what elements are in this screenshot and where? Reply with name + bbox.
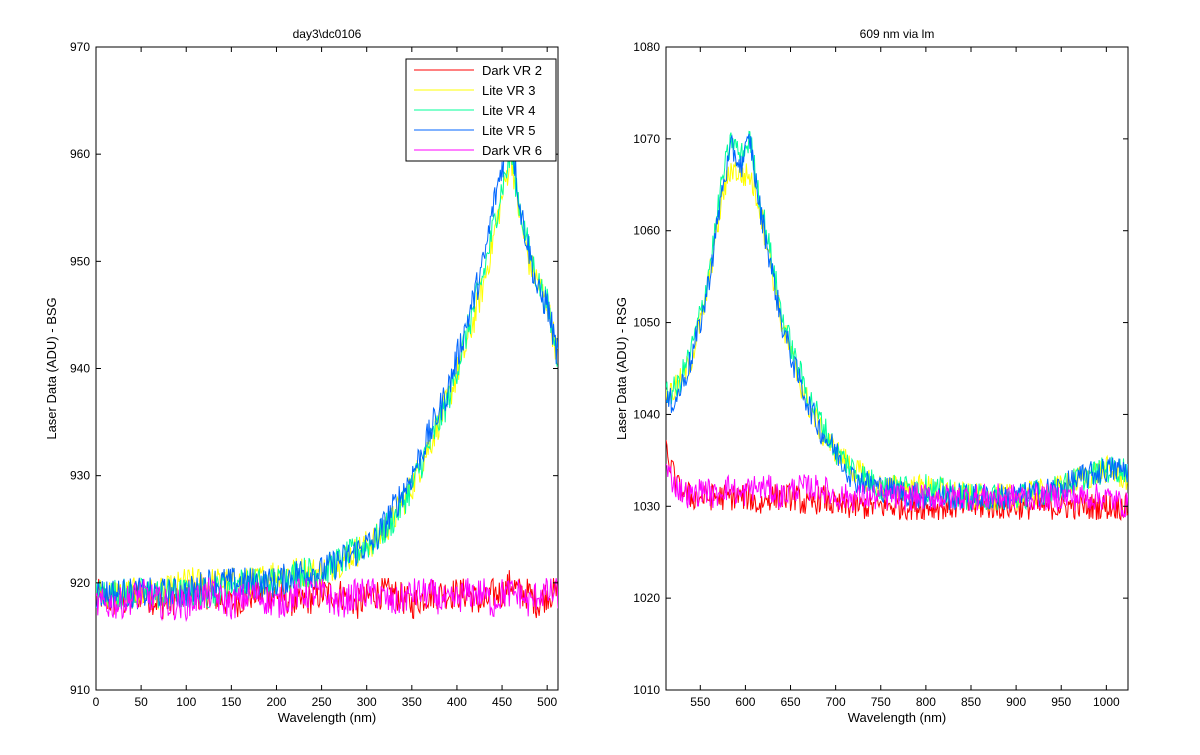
x-tick-label: 950 [1051, 695, 1071, 709]
x-tick-label: 650 [781, 695, 801, 709]
y-tick-label: 950 [70, 254, 90, 268]
legend-label: Lite VR 4 [482, 103, 535, 118]
x-axis-label: Wavelength (nm) [848, 710, 947, 725]
x-tick-label: 800 [916, 695, 936, 709]
x-tick-label: 50 [134, 695, 148, 709]
legend-label: Lite VR 5 [482, 123, 535, 138]
x-tick-label: 1000 [1093, 695, 1120, 709]
x-tick-label: 400 [447, 695, 467, 709]
y-tick-label: 1040 [633, 407, 660, 421]
y-tick-label: 1070 [633, 132, 660, 146]
x-tick-label: 200 [266, 695, 286, 709]
chart-panel-1: 0 50 100 150 200 250 300 350 400 450 500 910 920 930 9… [44, 27, 559, 725]
x-tick-label: 850 [961, 695, 981, 709]
x-tick-label: 700 [826, 695, 846, 709]
y-tick-label: 1050 [633, 316, 660, 330]
y-tick-label: 1080 [633, 40, 660, 54]
y-tick-label: 930 [70, 469, 90, 483]
x-axis-label: Wavelength (nm) [278, 710, 377, 725]
chart-title: 609 nm via lm [860, 27, 935, 41]
x-tick-label: 600 [735, 695, 755, 709]
y-tick-label: 1020 [633, 591, 660, 605]
y-tick-label: 1030 [633, 499, 660, 513]
y-tick-label: 960 [70, 147, 90, 161]
legend-label: Dark VR 6 [482, 143, 542, 158]
plot-area [665, 46, 1129, 691]
y-tick-label: 1060 [633, 224, 660, 238]
y-axis-label: Laser Data (ADU) - BSG [44, 297, 59, 439]
series-group [666, 130, 1128, 522]
x-tick-label: 250 [312, 695, 332, 709]
legend-label: Lite VR 3 [482, 83, 535, 98]
series-group [96, 134, 558, 623]
x-tick-label: 750 [871, 695, 891, 709]
x-tick-label: 550 [690, 695, 710, 709]
chart-title: day3\dc0106 [293, 27, 362, 41]
y-tick-label: 970 [70, 40, 90, 54]
x-tick-label: 900 [1006, 695, 1026, 709]
chart-panel-2: 550 600 650 700 750 800 850 900 950 1000 1010 1020 1… [614, 27, 1129, 725]
x-tick-label: 100 [176, 695, 196, 709]
x-tick-label: 300 [357, 695, 377, 709]
x-tick-label: 150 [221, 695, 241, 709]
series-line-5 [666, 463, 1128, 518]
y-axis-label: Laser Data (ADU) - RSG [614, 297, 629, 440]
y-tick-label: 940 [70, 362, 90, 376]
y-tick-label: 910 [70, 683, 90, 697]
x-tick-label: 450 [492, 695, 512, 709]
series-line-5 [96, 577, 558, 623]
x-tick-label: 0 [93, 695, 100, 709]
legend: Dark VR 2 Lite VR 3 Lite VR 4 Lite VR 5 Dark… [405, 58, 557, 162]
x-tick-label: 500 [537, 695, 557, 709]
y-tick-label: 1010 [633, 683, 660, 697]
x-tick-label: 350 [402, 695, 422, 709]
legend-label: Dark VR 2 [482, 63, 542, 78]
y-tick-label: 920 [70, 576, 90, 590]
